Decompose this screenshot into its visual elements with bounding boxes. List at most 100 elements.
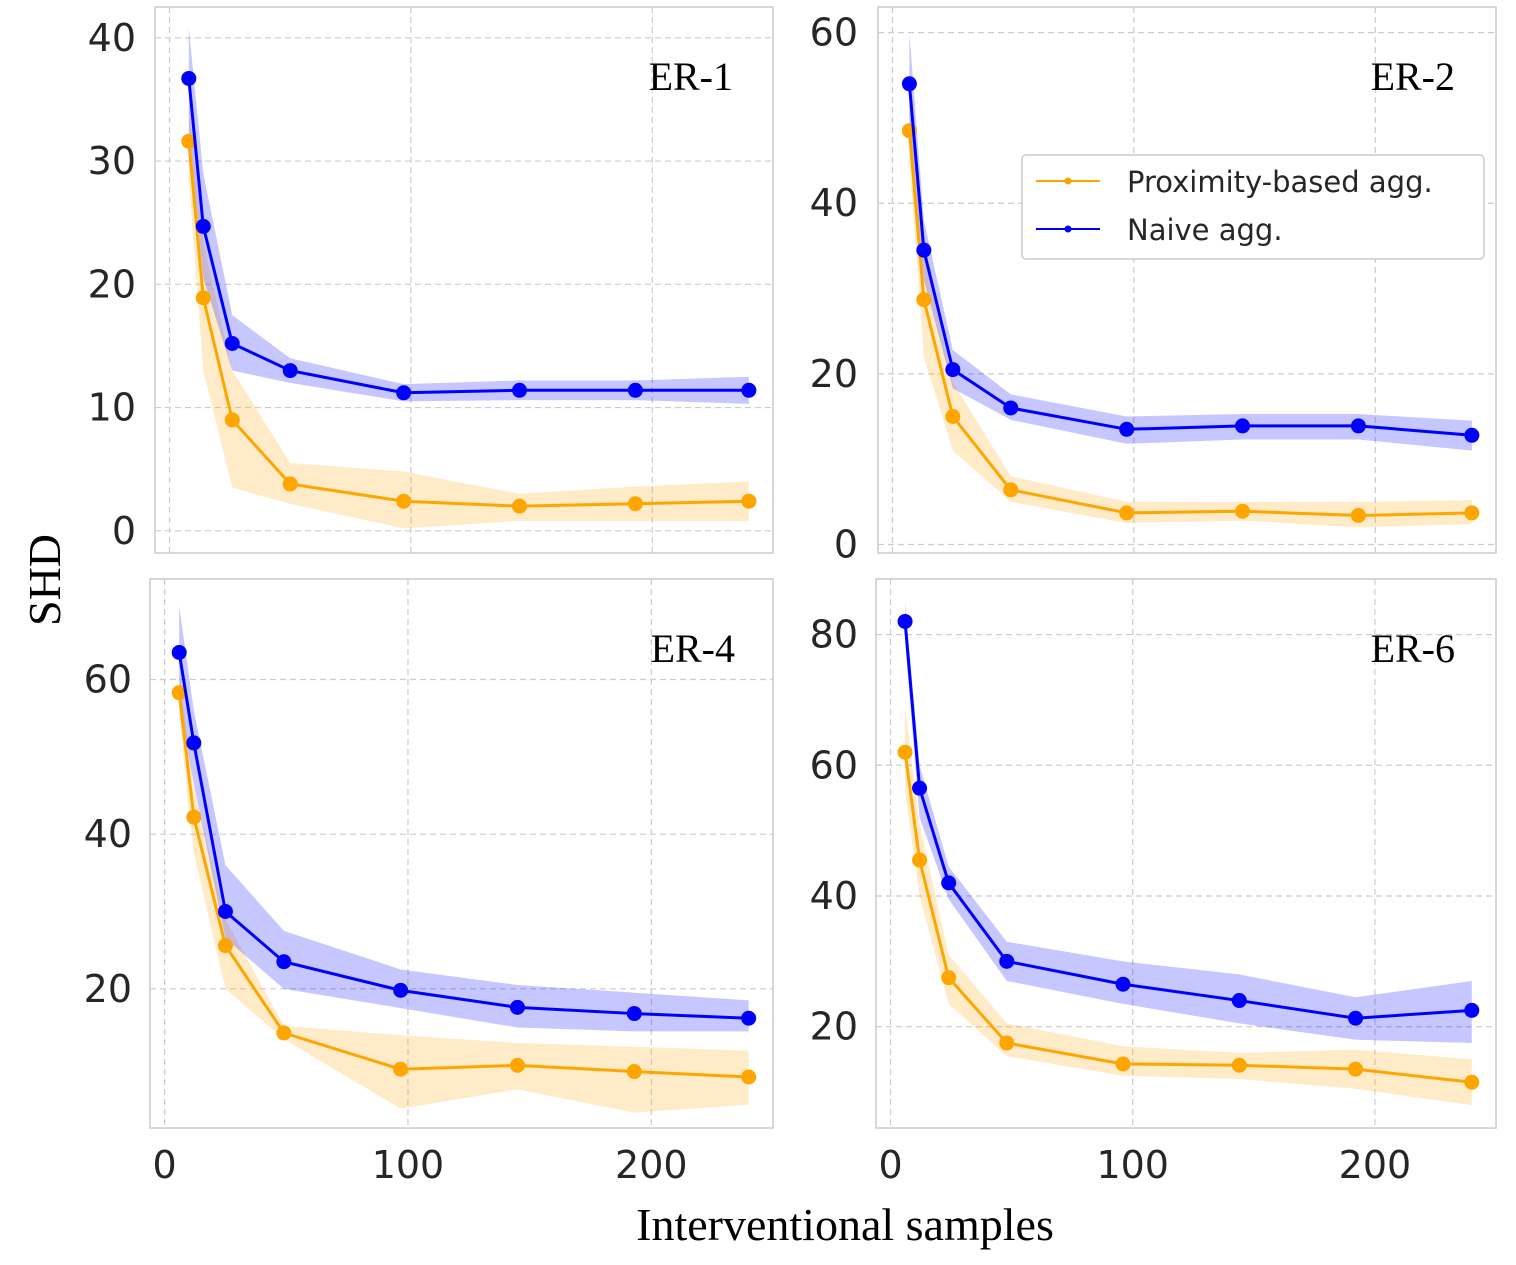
point-naive	[393, 982, 409, 998]
plot-area: 0 10 20 30 40	[88, 7, 773, 553]
point-naive	[1231, 993, 1247, 1009]
point-naive	[181, 70, 197, 86]
point-proximity	[1115, 1056, 1131, 1072]
point-proximity	[1231, 1057, 1247, 1073]
point-naive	[1115, 976, 1131, 992]
point-proximity	[1464, 505, 1480, 521]
legend: Proximity-based agg. Naive agg.	[1021, 154, 1485, 260]
band-naive	[188, 27, 749, 404]
panel-title: ER-2	[1371, 54, 1455, 99]
y-axis-title: SHD	[19, 534, 70, 626]
point-proximity	[217, 938, 233, 954]
panel-frame	[877, 6, 1497, 554]
panel-title: ER-4	[651, 626, 735, 671]
point-naive	[224, 335, 240, 351]
x-axis-title: Interventional samples	[636, 1199, 1054, 1250]
point-proximity	[916, 292, 932, 308]
point-proximity	[1350, 507, 1366, 523]
x-tick-label: 100	[372, 1143, 445, 1187]
x-tick-label: 0	[153, 1143, 177, 1187]
point-naive	[186, 735, 202, 751]
y-tick-label: 60	[810, 743, 858, 787]
point-naive	[217, 903, 233, 919]
y-tick-label: 40	[810, 181, 858, 225]
point-naive	[1350, 418, 1366, 434]
point-naive	[1235, 418, 1251, 434]
y-tick-label: 10	[88, 386, 136, 430]
y-tick-label: 20	[810, 1005, 858, 1049]
point-naive	[901, 76, 917, 92]
panel-er1: 0 10 20 30 40 ER-1	[88, 6, 774, 554]
point-naive	[276, 954, 292, 970]
plot-area: 20 40 60 80 0 100 200	[810, 579, 1496, 1187]
point-naive	[512, 382, 528, 398]
band-proximity	[179, 671, 749, 1113]
y-tick-label: 0	[834, 522, 858, 566]
panel-er6: 20 40 60 80 0 100 200 ER-6	[810, 578, 1497, 1187]
point-proximity	[186, 809, 202, 825]
y-tick-label: 20	[810, 352, 858, 396]
y-tick-label: 40	[84, 812, 132, 856]
y-tick-label: 30	[88, 139, 136, 183]
point-naive	[941, 875, 957, 891]
point-naive	[1464, 1002, 1480, 1018]
point-proximity	[1348, 1061, 1364, 1077]
point-naive	[999, 953, 1015, 969]
band-proximity	[905, 706, 1472, 1106]
point-proximity	[1119, 505, 1135, 521]
legend-item-naive: Naive agg.	[1036, 213, 1283, 247]
panel-title: ER-1	[649, 54, 733, 99]
band-naive	[905, 601, 1472, 1044]
point-naive	[945, 362, 961, 378]
line-proximity	[177, 692, 749, 1079]
point-proximity	[195, 290, 211, 306]
point-naive	[916, 242, 932, 258]
point-proximity	[741, 1069, 757, 1085]
y-tick-label: 60	[810, 11, 858, 55]
legend-marker-proximity	[1064, 177, 1072, 185]
point-proximity	[941, 970, 957, 986]
point-proximity	[393, 1061, 409, 1077]
point-proximity	[276, 1025, 292, 1041]
point-proximity	[1003, 482, 1019, 498]
band-proximity	[188, 105, 749, 529]
panel-er4: 20 40 60 0 100 200 ER-4	[84, 578, 774, 1187]
point-proximity	[999, 1035, 1015, 1051]
point-naive	[897, 613, 913, 629]
point-naive	[627, 382, 643, 398]
point-proximity	[741, 493, 757, 509]
point-naive	[171, 644, 187, 660]
point-naive	[195, 218, 211, 234]
point-proximity	[1235, 503, 1251, 519]
point-naive	[509, 999, 525, 1015]
y-tick-label: 60	[84, 658, 132, 702]
point-proximity	[627, 496, 643, 512]
point-naive	[1119, 421, 1135, 437]
y-tick-label: 80	[810, 613, 858, 657]
x-tick-label: 200	[615, 1143, 688, 1187]
point-naive	[396, 385, 412, 401]
point-proximity	[626, 1064, 642, 1080]
point-naive	[741, 382, 757, 398]
line-naive	[907, 83, 1472, 437]
point-naive	[912, 780, 928, 796]
point-naive	[1003, 400, 1019, 416]
legend-item-proximity: Proximity-based agg.	[1036, 165, 1433, 199]
legend-frame	[1021, 154, 1485, 260]
y-tick-label: 0	[112, 509, 136, 553]
panel-er2: 0 20 40 60 ER-2	[810, 6, 1497, 566]
plot-area: 20 40 60 0 100 200	[84, 579, 773, 1187]
point-naive	[1464, 427, 1480, 443]
line-proximity	[907, 130, 1472, 517]
point-proximity	[912, 852, 928, 868]
panel-frame	[154, 6, 774, 554]
point-naive	[626, 1006, 642, 1022]
x-tick-label: 0	[878, 1143, 902, 1187]
plot-area: 0 20 40 60	[810, 7, 1496, 566]
line-naive	[187, 78, 749, 395]
line-naive	[903, 621, 1472, 1020]
point-proximity	[509, 1057, 525, 1073]
line-naive	[177, 652, 749, 1020]
point-naive	[741, 1010, 757, 1026]
point-naive	[282, 363, 298, 379]
